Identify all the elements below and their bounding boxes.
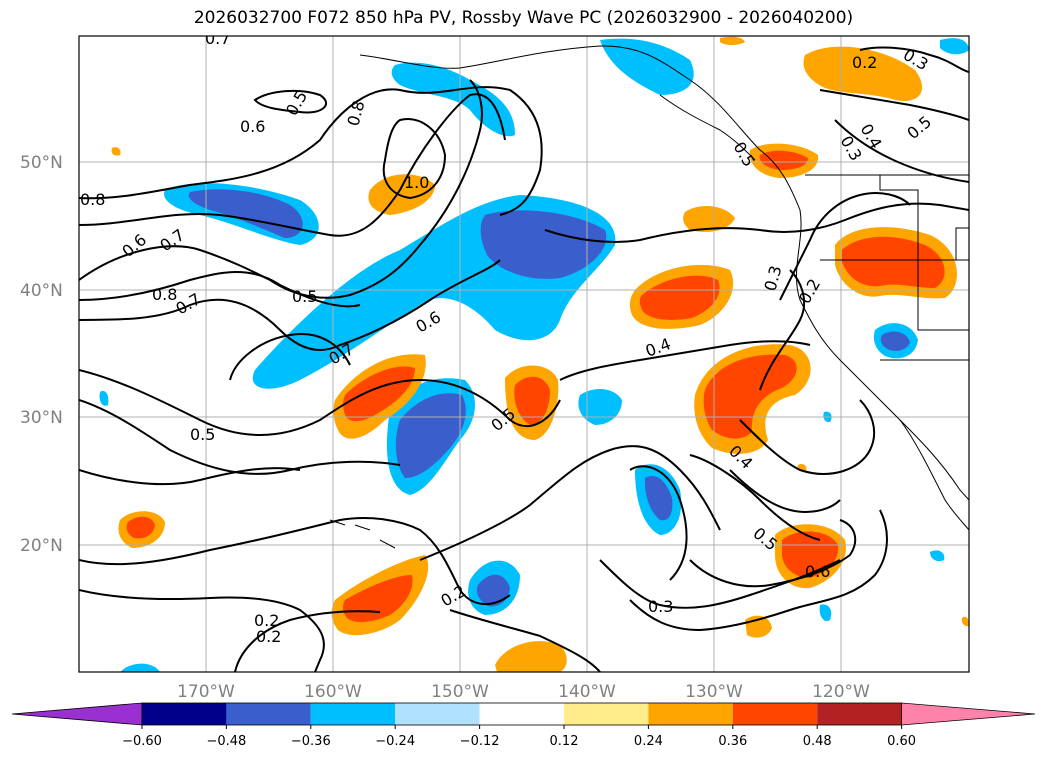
colorbar-tick-label: −0.60 [122, 734, 162, 749]
colorbar-extend-high [901, 702, 1036, 726]
svg-text:0.2: 0.2 [254, 611, 279, 630]
latitude-labels: 50°N 40°N 30°N 20°N [20, 153, 63, 556]
colorbar-segment [732, 703, 818, 725]
colorbar-segment [226, 703, 311, 725]
svg-text:0.2: 0.2 [852, 53, 877, 72]
colorbar-tick-label: 0.36 [718, 734, 747, 749]
colorbar-segment [817, 703, 902, 725]
svg-text:0.2: 0.2 [256, 627, 281, 646]
colorbar-segment [142, 703, 227, 725]
colorbar-tick-label: −0.48 [206, 734, 246, 749]
lat-label: 20°N [20, 536, 63, 556]
colorbar-tick-label: −0.36 [291, 734, 331, 749]
lon-label: 170°W [177, 682, 235, 702]
colorbar-tick-label: 0.12 [550, 734, 579, 749]
svg-text:0.7: 0.7 [205, 29, 230, 48]
lat-label: 30°N [20, 408, 63, 428]
map-border [78, 35, 970, 673]
colorbar-segment [648, 703, 733, 725]
lat-label: 50°N [20, 153, 63, 173]
colorbar-segment [564, 703, 649, 725]
colorbar-segment [310, 703, 396, 725]
svg-text:0.5: 0.5 [190, 425, 215, 444]
lon-label: 120°W [812, 682, 870, 702]
svg-text:1.0: 1.0 [404, 173, 429, 192]
lon-label: 130°W [685, 682, 743, 702]
coastlines [329, 45, 969, 549]
colorbar-segment [479, 703, 564, 725]
svg-text:0.8: 0.8 [80, 190, 105, 209]
colorbar-tick-label: 0.60 [887, 734, 916, 749]
longitude-labels: 170°W 160°W 150°W 140°W 130°W 120°W [177, 682, 870, 702]
colorbar: −0.60 −0.48 −0.36 −0.24 −0.12 0.12 0.24 0.36 0.4… [11, 702, 1036, 749]
negative-anomaly-shading [99, 38, 969, 672]
map-title: 2026032700 F072 850 hPa PV, Rossby Wave … [193, 8, 854, 28]
pv-contours [79, 46, 969, 672]
graticule [79, 36, 969, 672]
colorbar-border [141, 702, 902, 726]
svg-text:0.5: 0.5 [292, 287, 317, 306]
svg-text:0.8: 0.8 [152, 285, 177, 304]
svg-text:0.6: 0.6 [805, 562, 830, 581]
lon-label: 150°W [431, 682, 489, 702]
map-frame [79, 36, 969, 672]
lon-label: 140°W [558, 682, 616, 702]
svg-text:0.6: 0.6 [240, 117, 265, 136]
colorbar-segment [395, 703, 480, 725]
lon-label: 160°W [304, 682, 362, 702]
colorbar-tick-label: 0.48 [803, 734, 832, 749]
svg-text:0.3: 0.3 [648, 597, 673, 616]
colorbar-extend-low [11, 702, 143, 726]
positive-anomaly-shading [111, 36, 969, 672]
colorbar-tick-label: −0.12 [460, 734, 500, 749]
colorbar-tick-label: 0.24 [634, 734, 663, 749]
colorbar-tick-label: −0.24 [375, 734, 415, 749]
lat-label: 40°N [20, 281, 63, 301]
